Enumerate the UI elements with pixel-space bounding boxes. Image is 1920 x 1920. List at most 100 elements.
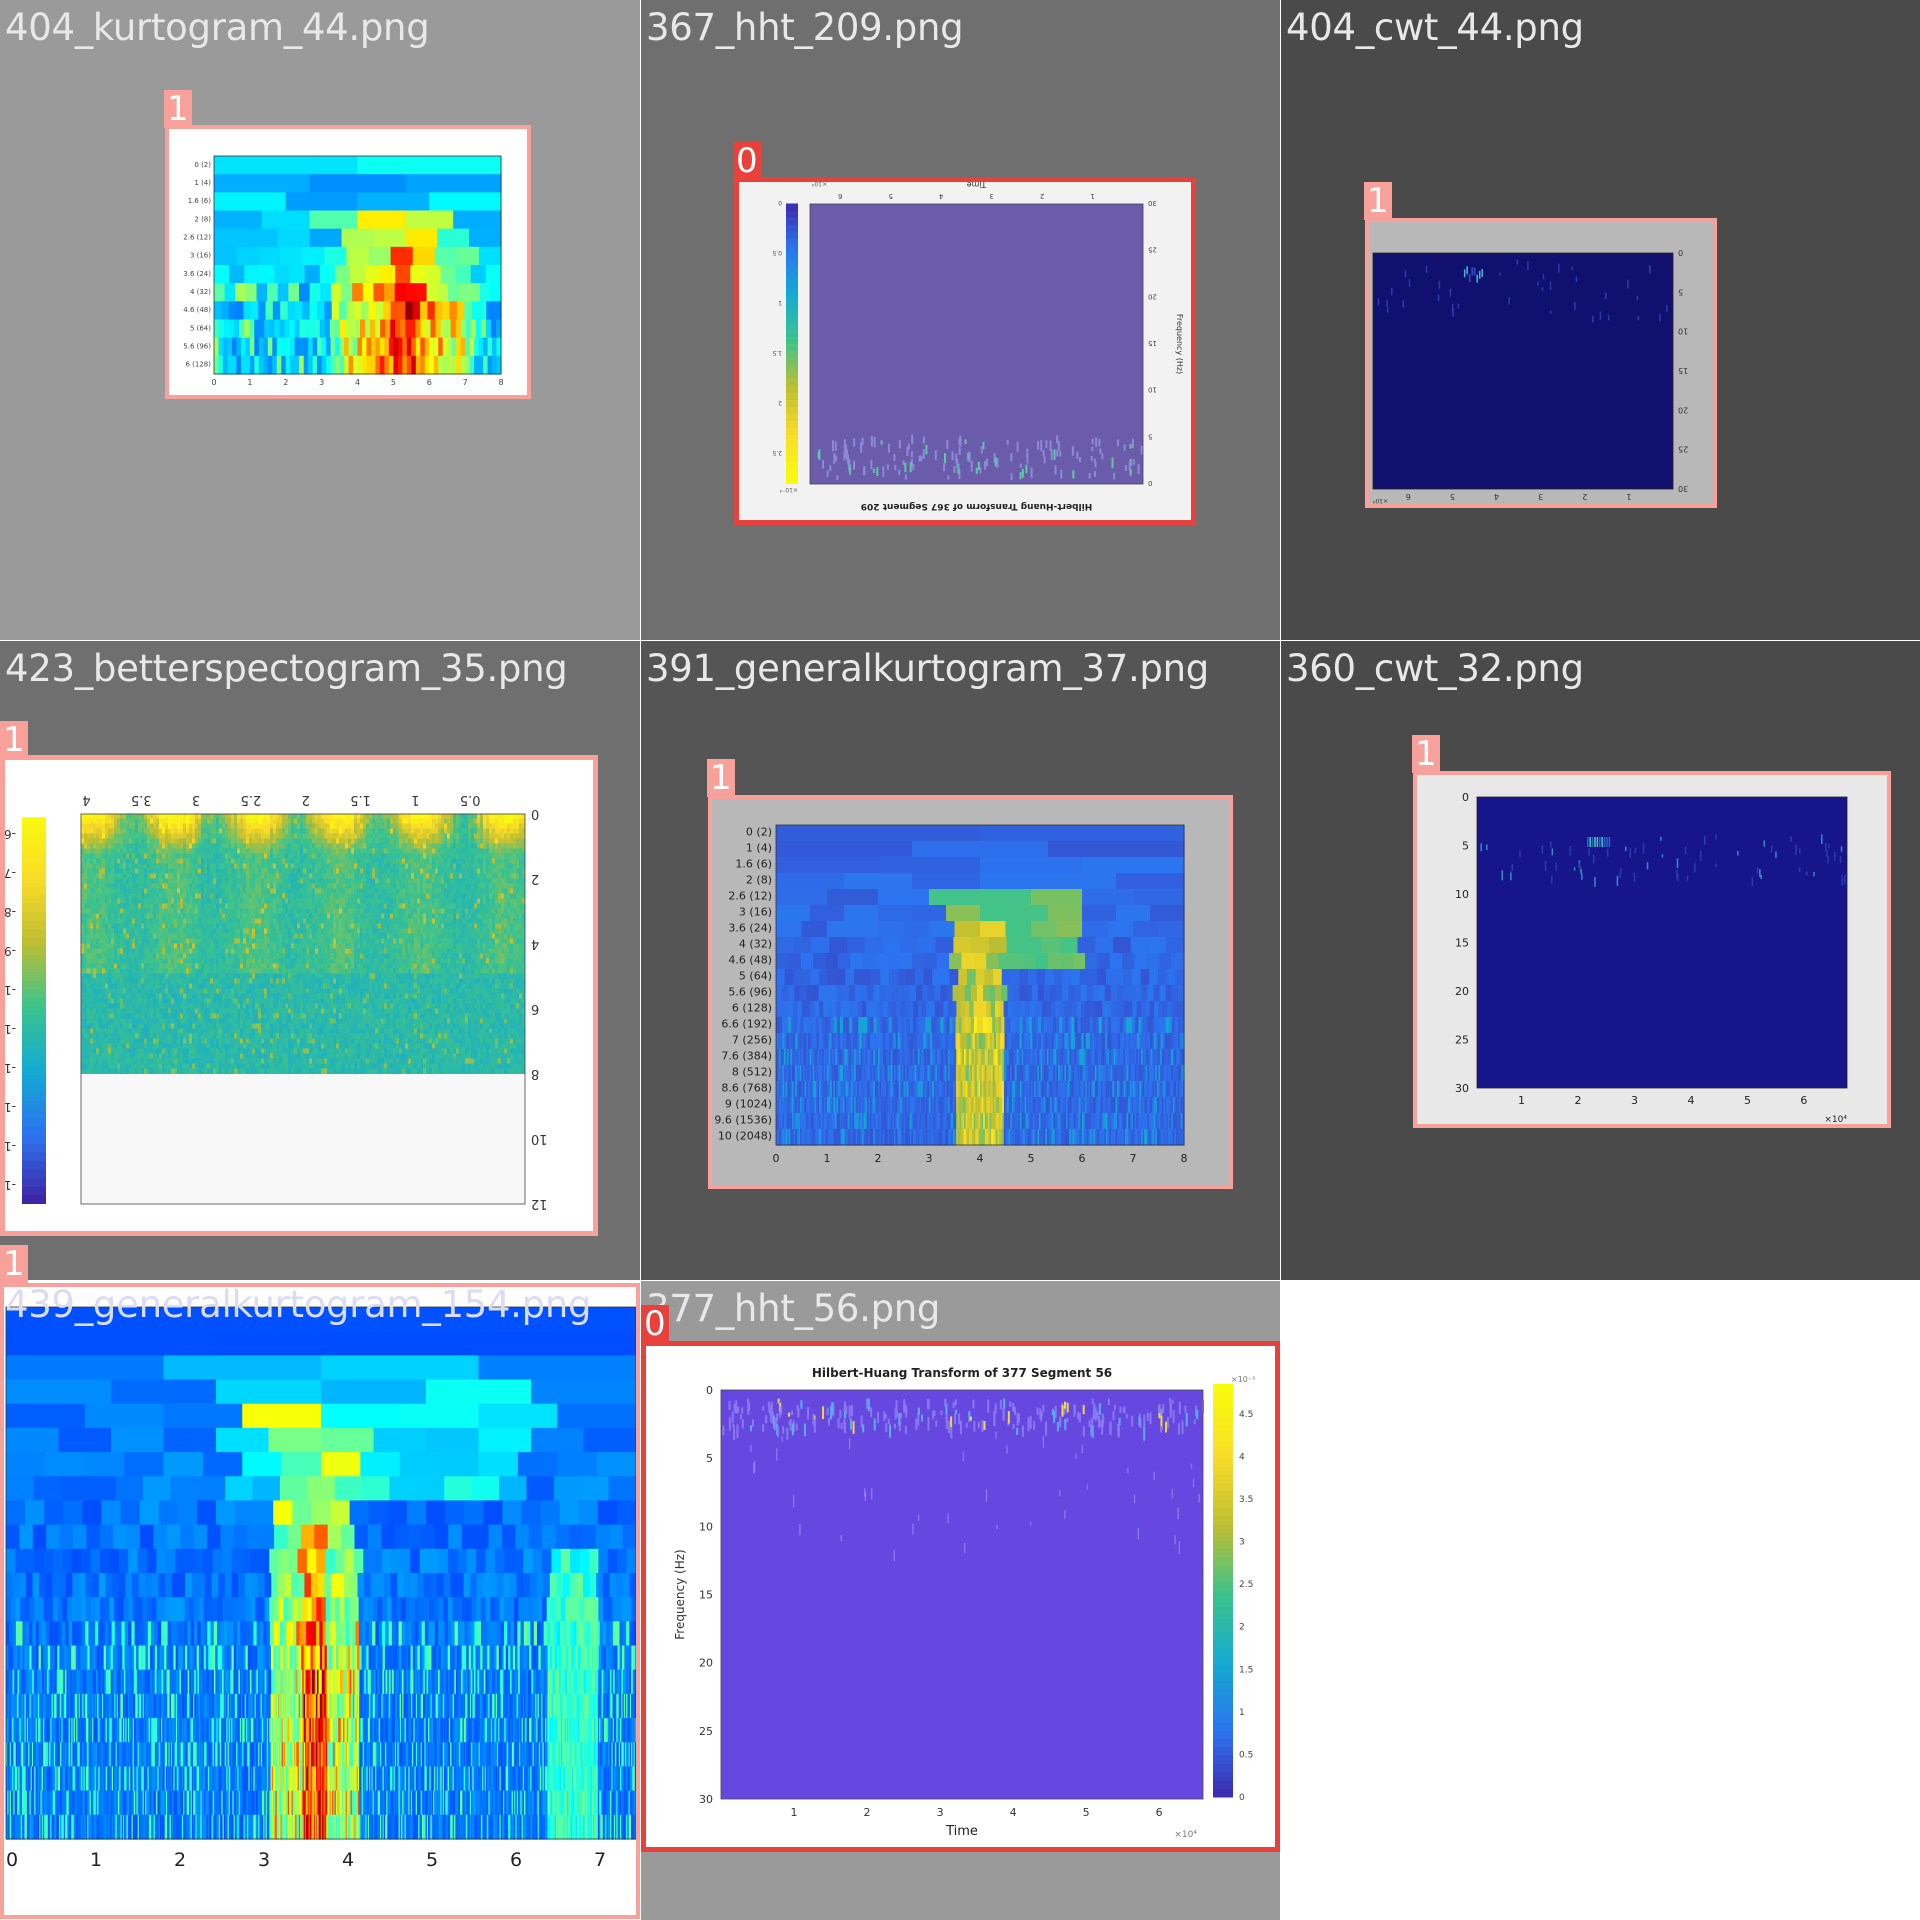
- spectrogram-cell: [317, 863, 321, 869]
- heatmap-cell: [222, 355, 229, 375]
- spectrogram-cell: [269, 843, 273, 849]
- spectrogram-cell: [452, 868, 456, 874]
- spectrogram-cell: [296, 908, 300, 914]
- image-card[interactable]: 0246810120.511.522.533.54-60-70-80-90-10…: [0, 755, 598, 1236]
- spectrogram-cell: [356, 938, 360, 944]
- image-card[interactable]: 0 5 10 15 20 25 30 1 2 3 4 5 6 ×10⁴: [1365, 218, 1717, 508]
- spectrogram-cell: [308, 973, 312, 979]
- spectrogram-cell: [362, 918, 366, 924]
- colorbar-tick-label: 2: [778, 399, 782, 406]
- spectrogram-cell: [284, 823, 288, 829]
- spectrogram-cell: [506, 903, 510, 909]
- spectrogram-cell: [485, 968, 489, 974]
- spectrogram-cell: [431, 1003, 435, 1009]
- spectrogram-cell: [452, 883, 456, 889]
- spectrogram-cell: [464, 973, 468, 979]
- spectrogram-cell: [407, 853, 411, 859]
- spectrogram-cell: [398, 893, 402, 899]
- spectrogram-cell: [416, 1023, 420, 1029]
- spectrogram-cell: [287, 908, 291, 914]
- spectrogram-cell: [326, 963, 330, 969]
- spectrogram-cell: [308, 1003, 312, 1009]
- spectrogram-cell: [398, 918, 402, 924]
- heatmap-cell: [415, 283, 428, 302]
- grid-tile-404-cwt[interactable]: 404_cwt_44.png 1 0 5 10 15 20 25 30 1 2 3 4 5 6 ×10⁴: [1281, 0, 1920, 640]
- spectrogram-cell: [413, 1033, 417, 1039]
- spectrogram-cell: [452, 943, 456, 949]
- spectrogram-cell: [341, 1038, 345, 1044]
- spectrogram-cell: [341, 948, 345, 954]
- spectrogram-cell: [323, 843, 327, 849]
- spectrogram-cell: [470, 928, 474, 934]
- spectrogram-cell: [338, 1038, 342, 1044]
- spectrogram-cell: [302, 963, 306, 969]
- spectrogram-cell: [305, 888, 309, 894]
- spectrogram-cell: [398, 973, 402, 979]
- energy-mark: [1386, 307, 1389, 313]
- heatmap-cell: [455, 319, 462, 339]
- spectrogram-cell: [518, 1043, 522, 1049]
- spectrogram-cell: [365, 848, 369, 854]
- spectrogram-cell: [500, 838, 504, 844]
- spectrogram-cell: [377, 918, 381, 924]
- grid-tile-367-hht[interactable]: 367_hht_209.png 0 Hilbert-Huang Transfor…: [641, 0, 1280, 640]
- spectrogram-cell: [293, 998, 297, 1004]
- spectrogram-cell: [497, 958, 501, 964]
- spectrogram-cell: [362, 993, 366, 999]
- spectrogram-cell: [422, 1043, 426, 1049]
- spectrogram-cell: [500, 873, 504, 879]
- spectrogram-cell: [287, 878, 291, 884]
- energy-mark: [1049, 440, 1052, 451]
- image-card[interactable]: Hilbert-Huang Transform of 367 Segment 2…: [734, 177, 1196, 525]
- spectrogram-cell: [503, 1003, 507, 1009]
- spectrogram-cell: [293, 1068, 297, 1074]
- spectrogram-cell: [275, 993, 279, 999]
- spectrogram-cell: [470, 1013, 474, 1019]
- spectrogram-cell: [485, 938, 489, 944]
- spectrogram-cell: [368, 1068, 372, 1074]
- spectrogram-cell: [356, 1028, 360, 1034]
- spectrogram-cell: [521, 908, 525, 914]
- spectrogram-cell: [299, 1028, 303, 1034]
- spectrogram-cell: [308, 838, 312, 844]
- spectrogram-cell: [296, 1053, 300, 1059]
- spectrogram-cell: [287, 888, 291, 894]
- spectrogram-cell: [479, 1018, 483, 1024]
- spectrogram-cell: [518, 1033, 522, 1039]
- spectrogram-cell: [383, 968, 387, 974]
- grid-tile-404-kurtogram[interactable]: 404_kurtogram_44.png 1 0 (2) 1 (4) 1.6 (6)…: [0, 0, 640, 640]
- grid-tile-423-spectrogram[interactable]: 423_betterspectogram_35.png 1 0 2 4 6 8 10 12 0…: [0, 641, 640, 1280]
- spectrogram-cell: [347, 1033, 351, 1039]
- spectrogram-cell: [515, 1043, 519, 1049]
- spectrogram-cell: [464, 888, 468, 894]
- spectrogram-cell: [308, 948, 312, 954]
- colorbar-tick-label: 0: [778, 199, 782, 206]
- spectrogram-cell: [284, 913, 288, 919]
- spectrogram-cell: [395, 933, 399, 939]
- spectrogram-cell: [323, 1068, 327, 1074]
- spectrogram-cell: [479, 903, 483, 909]
- spectrogram-cell: [281, 1053, 285, 1059]
- spectrogram-cell: [323, 1053, 327, 1059]
- spectrogram-cell: [320, 1058, 324, 1064]
- spectrogram-cell: [320, 843, 324, 849]
- spectrogram-cell: [302, 828, 306, 834]
- spectrogram-cell: [521, 1063, 525, 1069]
- spectrogram-cell: [446, 843, 450, 849]
- image-card[interactable]: 0 (2) 1 (4) 1.6 (6) 2 (8) 2.6 (12) 3 (16) 3.6 …: [165, 125, 531, 399]
- spectrogram-cell: [287, 943, 291, 949]
- spectrogram-cell: [299, 938, 303, 944]
- spectrogram-cell: [320, 993, 324, 999]
- spectrogram-cell: [503, 963, 507, 969]
- spectrogram-cell: [308, 1043, 312, 1049]
- spectrogram-cell: [287, 973, 291, 979]
- spectrogram-cell: [338, 853, 342, 859]
- spectrogram-cell: [335, 973, 339, 979]
- spectrogram-cell: [371, 1043, 375, 1049]
- spectrogram-cell: [452, 948, 456, 954]
- spectrogram-cell: [272, 828, 276, 834]
- spectrogram-cell: [320, 978, 324, 984]
- spectrogram-cell: [479, 943, 483, 949]
- spectrogram-cell: [326, 1063, 330, 1069]
- spectrogram-cell: [434, 1033, 438, 1039]
